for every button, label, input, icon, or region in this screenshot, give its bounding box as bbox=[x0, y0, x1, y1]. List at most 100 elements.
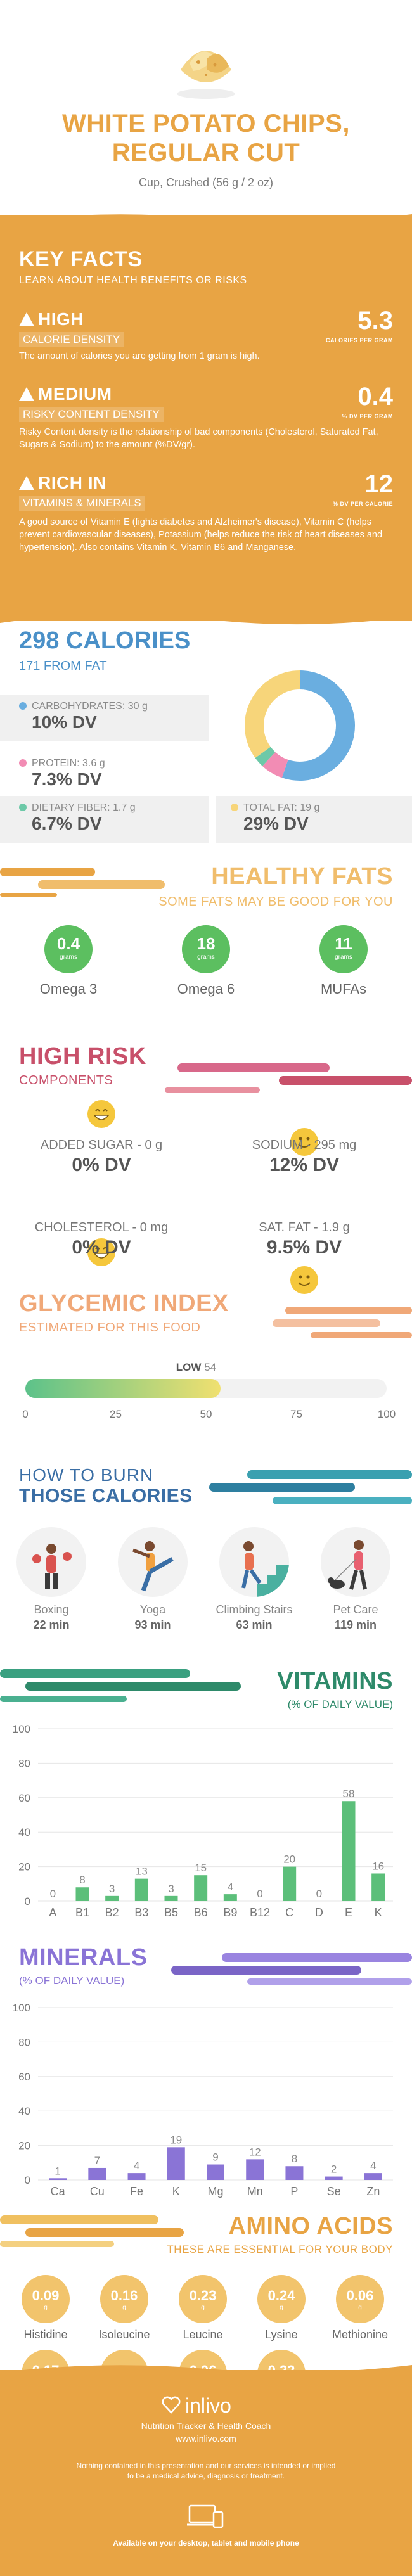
decor-stripes bbox=[171, 1953, 412, 1985]
macro-fat: TOTAL FAT: 19 g 29% DV bbox=[216, 796, 412, 843]
donut-slice-protein bbox=[262, 752, 289, 778]
cholesterol-dv: 0% DV bbox=[72, 1237, 131, 1258]
mineral-category-label: K bbox=[172, 2185, 180, 2198]
vitamin-category-label: B9 bbox=[223, 1906, 237, 1919]
vitamin-category-label: C bbox=[285, 1906, 293, 1919]
fact-unit: % DV PER GRAM bbox=[342, 413, 393, 420]
boxing-label: Boxing bbox=[34, 1603, 69, 1616]
mineral-bar bbox=[364, 2173, 382, 2180]
burn-title-line2: THOSE CALORIES bbox=[19, 1485, 193, 1506]
boxing-icon bbox=[16, 1527, 86, 1597]
vitamin-category-label: A bbox=[49, 1906, 56, 1919]
carbs-dot bbox=[19, 702, 27, 710]
vitamin-bar bbox=[134, 1878, 148, 1901]
footer-available: Available on your desktop, tablet and mo… bbox=[113, 2539, 299, 2547]
vitamin-bar bbox=[223, 1894, 237, 1901]
sat-fat-dv: 9.5% DV bbox=[266, 1237, 342, 1258]
glycemic-fill bbox=[25, 1379, 221, 1398]
disclaimer-line1: Nothing contained in this presentation a… bbox=[76, 2461, 336, 2470]
sodium-label: SODIUM - 295 mg bbox=[252, 1138, 357, 1152]
omega3-circle: 0.4 grams bbox=[44, 925, 93, 973]
mineral-ytick-label: 80 bbox=[18, 2036, 30, 2048]
healthy-fats-title: HEALTHY FATS bbox=[211, 863, 393, 890]
mineral-value-label: 9 bbox=[212, 2151, 218, 2163]
glycemic-tick-label: 25 bbox=[110, 1408, 122, 1420]
yoga-icon bbox=[118, 1527, 188, 1597]
devices-icon bbox=[187, 2504, 224, 2528]
mineral-value-label: 2 bbox=[331, 2163, 337, 2176]
amino-unit: g bbox=[122, 2304, 126, 2311]
mineral-category-label: Se bbox=[327, 2185, 341, 2198]
decor-stripes bbox=[273, 1307, 412, 1338]
key-facts-title: KEY FACTS bbox=[19, 247, 143, 271]
vitamin-value-label: 3 bbox=[109, 1883, 115, 1895]
amino-value: 0.09 bbox=[32, 2288, 60, 2304]
amino-name: Isoleucine bbox=[98, 2328, 150, 2341]
vitamin-category-label: E bbox=[345, 1906, 352, 1919]
fact-value: 12 bbox=[364, 470, 394, 498]
mineral-category-label: Cu bbox=[90, 2185, 105, 2198]
mineral-bar bbox=[246, 2159, 264, 2180]
climbing-stairs-icon bbox=[219, 1527, 289, 1597]
yoga-label: Yoga bbox=[139, 1603, 166, 1616]
amino-name: Lysine bbox=[265, 2328, 298, 2341]
omega6-circle: 18 grams bbox=[182, 925, 230, 973]
mineral-bar bbox=[285, 2166, 304, 2180]
amino-value: 0.06 bbox=[346, 2288, 374, 2304]
decor-stripes bbox=[165, 1063, 412, 1093]
warning-icon bbox=[19, 387, 34, 401]
minerals-subtitle: (% OF DAILY VALUE) bbox=[19, 1975, 125, 1987]
key-facts-subtitle: LEARN ABOUT HEALTH BENEFITS OR RISKS bbox=[19, 275, 247, 286]
mineral-bar bbox=[207, 2164, 224, 2180]
macro-protein: PROTEIN: 3.6 g 7.3% DV bbox=[0, 752, 209, 798]
mineral-ytick-label: 20 bbox=[18, 2140, 30, 2152]
fact-description: Risky Content density is the relationshi… bbox=[19, 427, 378, 450]
vitamin-value-label: 0 bbox=[257, 1888, 262, 1900]
fact-vitamins-minerals: RICH IN VITAMINS & MINERALS bbox=[19, 473, 145, 511]
calories-title: 298 CALORIES bbox=[19, 627, 191, 654]
glycemic-tick-label: 100 bbox=[377, 1408, 396, 1420]
vitamin-value-label: 3 bbox=[168, 1883, 174, 1895]
macro-fiber: DIETARY FIBER: 1.7 g 6.7% DV bbox=[0, 796, 209, 843]
footer-url[interactable]: www.inlivo.com bbox=[176, 2433, 236, 2444]
mineral-category-label: Zn bbox=[366, 2185, 380, 2198]
page-title: WHITE POTATO CHIPS, REGULAR CUT bbox=[62, 110, 350, 167]
mineral-bar bbox=[167, 2147, 185, 2180]
vitamin-value-label: 0 bbox=[50, 1888, 56, 1900]
amino-unit: g bbox=[358, 2304, 362, 2311]
fiber-dot bbox=[19, 804, 27, 811]
vitamins-title: VITAMINS bbox=[277, 1668, 393, 1695]
burn-title-line1: HOW TO BURN bbox=[19, 1465, 154, 1485]
heart-logo-icon bbox=[162, 2396, 181, 2414]
pet-care-minutes: 119 min bbox=[334, 1618, 377, 1631]
amino-name: Methionine bbox=[332, 2328, 389, 2341]
minerals-title: MINERALS bbox=[19, 1944, 148, 1971]
amino-circle-methionine: 0.06 g bbox=[336, 2275, 384, 2323]
mineral-bar bbox=[325, 2176, 343, 2180]
mineral-bar bbox=[127, 2173, 146, 2180]
vitamin-value-label: 20 bbox=[283, 1854, 295, 1866]
vitamin-bar bbox=[371, 1873, 385, 1901]
vitamin-bar bbox=[164, 1895, 178, 1901]
wave-divider bbox=[0, 2365, 412, 2378]
omega3-label: Omega 3 bbox=[39, 981, 98, 997]
smile-face-icon bbox=[290, 1128, 318, 1156]
vitamin-bar bbox=[342, 1801, 356, 1901]
glycemic-track bbox=[25, 1379, 387, 1398]
laugh-face-icon bbox=[87, 1238, 115, 1266]
macro-donut-chart bbox=[245, 670, 355, 781]
vitamin-value-label: 8 bbox=[79, 1874, 85, 1886]
decor-stripes bbox=[209, 1470, 412, 1504]
fact-value: 5.3 bbox=[357, 307, 393, 335]
vitamin-ytick-label: 40 bbox=[18, 1826, 30, 1838]
minerals-bar-chart: 0 20 40 60 80 100 1 Ca 7 Cu 4 Fe 19 K 9 Mg 12 Mn 8 P 2 Se 4 Zn bbox=[13, 2002, 393, 2198]
donut-slice-total-fat bbox=[245, 670, 300, 759]
amino-circle-leucine: 0.23 g bbox=[179, 2275, 227, 2323]
vitamin-value-label: 15 bbox=[195, 1862, 207, 1874]
footer-background bbox=[0, 2370, 412, 2576]
protein-dot bbox=[19, 759, 27, 767]
fact-description: A good source of Vitamin E (fights diabe… bbox=[19, 517, 383, 553]
vitamin-category-label: B3 bbox=[134, 1906, 148, 1919]
vitamin-bar bbox=[105, 1895, 119, 1901]
